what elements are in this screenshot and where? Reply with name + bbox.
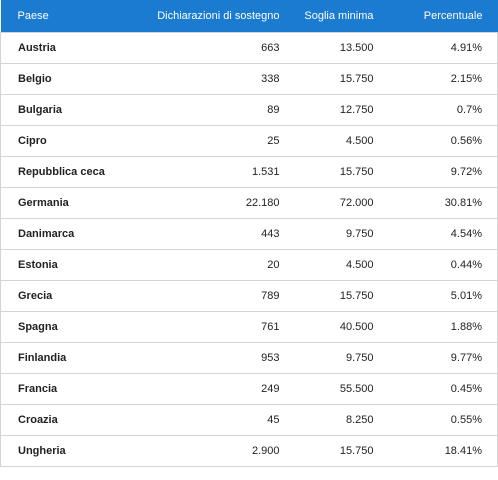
country-cell: Repubblica ceca xyxy=(0,155,141,187)
country-cell: Germania xyxy=(0,186,141,218)
value-cell: 9.72% xyxy=(373,155,498,187)
value-cell: 5.01% xyxy=(373,279,498,311)
country-cell: Belgio xyxy=(0,62,141,94)
table-header: Paese Dichiarazioni di sostegno Soglia min… xyxy=(0,0,498,32)
column-header: Dichiarazioni di sostegno xyxy=(140,0,280,32)
value-cell: 72.000 xyxy=(279,186,374,218)
column-header: Percentuale xyxy=(373,0,498,32)
value-cell: 0.56% xyxy=(373,124,498,156)
value-cell: 15.750 xyxy=(279,434,374,467)
value-cell: 12.750 xyxy=(279,93,374,125)
value-cell: 4.500 xyxy=(279,248,374,280)
country-cell: Estonia xyxy=(0,248,141,280)
value-cell: 663 xyxy=(140,31,280,63)
table-row: Finlandia 953 9.750 9.77% xyxy=(0,341,498,373)
value-cell: 249 xyxy=(140,372,280,404)
table-body: Austria 663 13.500 4.91% Belgio 338 15.750 2.15… xyxy=(0,31,498,467)
value-cell: 9.750 xyxy=(279,217,374,249)
column-header: Soglia minima xyxy=(279,0,374,32)
table-row: Belgio 338 15.750 2.15% xyxy=(0,62,498,94)
value-cell: 953 xyxy=(140,341,280,373)
country-cell: Ungheria xyxy=(0,434,141,467)
column-header: Paese xyxy=(0,0,141,32)
table-row: Estonia 20 4.500 0.44% xyxy=(0,248,498,280)
value-cell: 4.500 xyxy=(279,124,374,156)
country-cell: Bulgaria xyxy=(0,93,141,125)
value-cell: 0.7% xyxy=(373,93,498,125)
value-cell: 1.531 xyxy=(140,155,280,187)
value-cell: 22.180 xyxy=(140,186,280,218)
value-cell: 15.750 xyxy=(279,62,374,94)
table-row: Austria 663 13.500 4.91% xyxy=(0,31,498,63)
value-cell: 9.750 xyxy=(279,341,374,373)
table-row: Danimarca 443 9.750 4.54% xyxy=(0,217,498,249)
value-cell: 89 xyxy=(140,93,280,125)
country-cell: Grecia xyxy=(0,279,141,311)
value-cell: 55.500 xyxy=(279,372,374,404)
value-cell: 4.91% xyxy=(373,31,498,63)
table-row: Croazia 45 8.250 0.55% xyxy=(0,403,498,435)
value-cell: 15.750 xyxy=(279,155,374,187)
value-cell: 338 xyxy=(140,62,280,94)
value-cell: 40.500 xyxy=(279,310,374,342)
value-cell: 45 xyxy=(140,403,280,435)
value-cell: 25 xyxy=(140,124,280,156)
country-cell: Croazia xyxy=(0,403,141,435)
table-row: Germania 22.180 72.000 30.81% xyxy=(0,186,498,218)
country-cell: Francia xyxy=(0,372,141,404)
table-row: Bulgaria 89 12.750 0.7% xyxy=(0,93,498,125)
value-cell: 0.44% xyxy=(373,248,498,280)
value-cell: 2.900 xyxy=(140,434,280,467)
data-table: Paese Dichiarazioni di sostegno Soglia min… xyxy=(0,0,498,467)
table-row: Francia 249 55.500 0.45% xyxy=(0,372,498,404)
value-cell: 13.500 xyxy=(279,31,374,63)
value-cell: 30.81% xyxy=(373,186,498,218)
value-cell: 761 xyxy=(140,310,280,342)
country-cell: Cipro xyxy=(0,124,141,156)
value-cell: 0.45% xyxy=(373,372,498,404)
table-row: Spagna 761 40.500 1.88% xyxy=(0,310,498,342)
header-row: Paese Dichiarazioni di sostegno Soglia min… xyxy=(0,0,498,32)
country-cell: Austria xyxy=(0,31,141,63)
country-cell: Spagna xyxy=(0,310,141,342)
value-cell: 9.77% xyxy=(373,341,498,373)
value-cell: 4.54% xyxy=(373,217,498,249)
country-cell: Danimarca xyxy=(0,217,141,249)
country-cell: Finlandia xyxy=(0,341,141,373)
table-row: Cipro 25 4.500 0.56% xyxy=(0,124,498,156)
table-row: Repubblica ceca 1.531 15.750 9.72% xyxy=(0,155,498,187)
value-cell: 1.88% xyxy=(373,310,498,342)
value-cell: 0.55% xyxy=(373,403,498,435)
table-row: Ungheria 2.900 15.750 18.41% xyxy=(0,434,498,467)
table-row: Grecia 789 15.750 5.01% xyxy=(0,279,498,311)
value-cell: 15.750 xyxy=(279,279,374,311)
value-cell: 789 xyxy=(140,279,280,311)
value-cell: 20 xyxy=(140,248,280,280)
value-cell: 8.250 xyxy=(279,403,374,435)
value-cell: 443 xyxy=(140,217,280,249)
value-cell: 18.41% xyxy=(373,434,498,467)
value-cell: 2.15% xyxy=(373,62,498,94)
